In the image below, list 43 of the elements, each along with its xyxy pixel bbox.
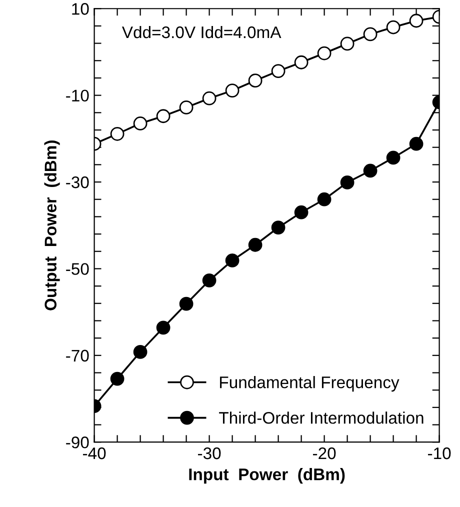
x-tick-label: -20: [312, 447, 336, 460]
point: [409, 136, 424, 151]
x-tick-label: -40: [82, 447, 106, 460]
legend-label: Third-Order Intermodulation: [219, 412, 424, 424]
x-tick-label: -30: [198, 447, 221, 460]
point: [386, 150, 400, 165]
point: [133, 344, 148, 359]
point: [363, 164, 378, 178]
x-tick-label: -10: [428, 447, 451, 460]
point: [340, 176, 354, 190]
point: [317, 46, 332, 60]
y-tick-label: -70: [66, 350, 89, 362]
y-tick-label: -90: [66, 436, 89, 448]
legend-label: Fundamental Frequency: [220, 376, 400, 392]
point: [225, 84, 240, 98]
point: [110, 372, 124, 386]
point: [179, 296, 194, 311]
point: [409, 14, 424, 28]
point: [363, 27, 378, 42]
x-axis-title: Input Power (dBm): [189, 468, 345, 484]
point: [248, 74, 262, 88]
point: [156, 109, 170, 124]
point: [133, 116, 148, 130]
point: [294, 55, 308, 70]
point: [225, 254, 240, 268]
point: [386, 20, 400, 34]
annotation: Vdd=3.0V Idd=4.0mA: [122, 26, 282, 38]
point: [271, 64, 286, 78]
y-tick-label: 10: [72, 3, 89, 15]
point: [340, 36, 354, 51]
point: [156, 320, 170, 335]
point: [202, 91, 216, 106]
y-tick-label: -10: [66, 90, 89, 102]
point: [248, 238, 262, 252]
y-tick-label: -50: [66, 263, 89, 275]
y-axis-title: Output Power (dBm): [44, 140, 60, 310]
point: [317, 192, 332, 206]
y-tick-label: -30: [66, 176, 89, 188]
point: [294, 205, 308, 220]
point: [179, 100, 194, 114]
point: [271, 220, 286, 234]
point: [110, 126, 124, 141]
point: [202, 273, 216, 288]
